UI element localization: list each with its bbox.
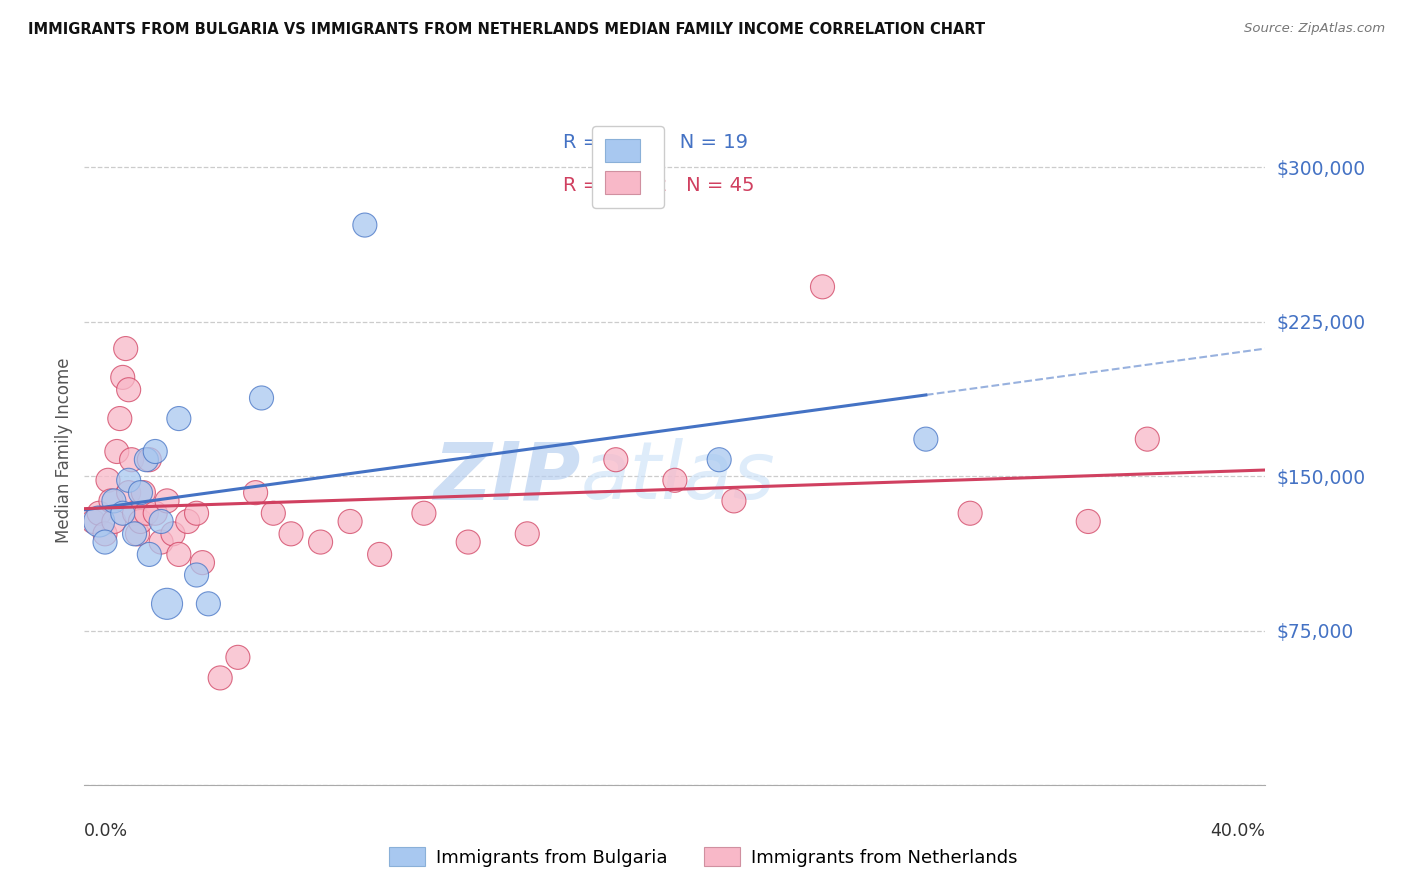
Point — [135, 452, 157, 467]
Point — [129, 515, 152, 529]
Point — [167, 411, 190, 425]
Point — [143, 444, 166, 458]
Text: 0.0%: 0.0% — [84, 822, 128, 839]
Point — [132, 485, 155, 500]
Point — [339, 515, 361, 529]
Point — [186, 506, 208, 520]
Point — [186, 568, 208, 582]
Y-axis label: Median Family Income: Median Family Income — [55, 358, 73, 543]
Point — [135, 506, 157, 520]
Point — [87, 506, 111, 520]
Point — [368, 548, 391, 562]
Point — [709, 452, 731, 467]
Text: 40.0%: 40.0% — [1211, 822, 1265, 839]
Point — [262, 506, 284, 520]
Point — [138, 548, 160, 562]
Point — [127, 526, 149, 541]
Point — [100, 494, 122, 508]
Point — [245, 485, 267, 500]
Text: IMMIGRANTS FROM BULGARIA VS IMMIGRANTS FROM NETHERLANDS MEDIAN FAMILY INCOME COR: IMMIGRANTS FROM BULGARIA VS IMMIGRANTS F… — [28, 22, 986, 37]
Point — [103, 494, 125, 508]
Point — [87, 515, 111, 529]
Point — [143, 506, 166, 520]
Point — [94, 526, 117, 541]
Point — [118, 383, 141, 397]
Point — [457, 535, 479, 549]
Point — [309, 535, 332, 549]
Point — [150, 515, 173, 529]
Point — [209, 671, 232, 685]
Legend: Immigrants from Bulgaria, Immigrants from Netherlands: Immigrants from Bulgaria, Immigrants fro… — [382, 840, 1024, 874]
Text: R = 0.290   N = 19: R = 0.290 N = 19 — [562, 133, 748, 152]
Point — [191, 556, 214, 570]
Point — [114, 342, 136, 356]
Point — [1136, 432, 1159, 446]
Point — [156, 597, 179, 611]
Point — [354, 218, 377, 232]
Point — [156, 494, 179, 508]
Point — [124, 526, 146, 541]
Point — [97, 473, 120, 487]
Text: atlas: atlas — [581, 438, 775, 516]
Text: ZIP: ZIP — [433, 438, 581, 516]
Text: Source: ZipAtlas.com: Source: ZipAtlas.com — [1244, 22, 1385, 36]
Point — [177, 515, 200, 529]
Text: R =  0.182   N = 45: R = 0.182 N = 45 — [562, 177, 754, 195]
Point — [1077, 515, 1099, 529]
Point — [118, 485, 141, 500]
Point — [121, 452, 143, 467]
Point — [150, 535, 173, 549]
Point — [413, 506, 436, 520]
Point — [105, 444, 128, 458]
Point — [914, 432, 936, 446]
Point — [138, 452, 160, 467]
Point — [103, 515, 125, 529]
Point — [82, 515, 104, 529]
Point — [94, 535, 117, 549]
Point — [111, 506, 134, 520]
Point — [167, 548, 190, 562]
Point — [664, 473, 686, 487]
Point — [162, 526, 184, 541]
Point — [118, 473, 141, 487]
Point — [197, 597, 219, 611]
Point — [516, 526, 538, 541]
Point — [723, 494, 745, 508]
Point — [226, 650, 249, 665]
Point — [605, 452, 627, 467]
Point — [811, 280, 834, 294]
Point — [111, 370, 134, 384]
Legend: , : , — [592, 126, 664, 208]
Point — [250, 391, 273, 405]
Point — [280, 526, 302, 541]
Point — [959, 506, 981, 520]
Point — [124, 506, 146, 520]
Point — [129, 485, 152, 500]
Point — [108, 411, 131, 425]
